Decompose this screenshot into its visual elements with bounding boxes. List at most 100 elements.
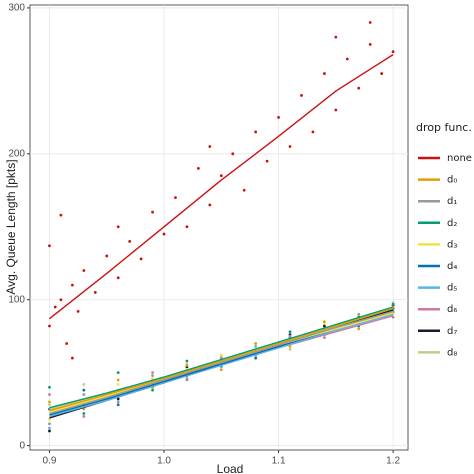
point — [322, 324, 326, 328]
x-tick-label: 1.0 — [157, 456, 171, 467]
y-tick-label: 0 — [19, 440, 25, 451]
point — [185, 378, 189, 382]
fit-line — [49, 306, 394, 409]
point — [139, 257, 143, 261]
point — [288, 145, 292, 148]
point — [380, 72, 384, 75]
point — [151, 371, 154, 375]
y-tick-label: 300 — [8, 3, 25, 14]
point — [116, 397, 120, 401]
point — [82, 415, 86, 418]
point — [242, 188, 246, 192]
point — [334, 35, 338, 39]
x-tick-label: 1.1 — [272, 456, 286, 467]
point — [254, 345, 258, 348]
legend-title: drop func. — [416, 121, 472, 134]
point — [48, 426, 51, 430]
point — [59, 298, 63, 302]
point — [116, 378, 120, 382]
point — [65, 342, 69, 345]
x-tick-label: 0.9 — [43, 456, 57, 467]
legend-label: none — [447, 153, 472, 164]
point — [357, 312, 361, 316]
point — [48, 403, 51, 407]
point — [128, 239, 132, 243]
point — [334, 108, 338, 112]
legend-label: d₃ — [447, 239, 457, 250]
legend-label: d₄ — [447, 261, 457, 272]
point — [116, 382, 120, 386]
point — [151, 377, 154, 380]
point — [116, 225, 120, 229]
point — [70, 283, 74, 287]
fit-line — [49, 313, 394, 418]
point — [288, 347, 292, 351]
point — [288, 330, 292, 334]
point — [59, 213, 63, 217]
legend-label: d₀ — [447, 175, 457, 186]
point — [116, 276, 120, 280]
point — [162, 232, 166, 236]
point — [82, 269, 86, 272]
point — [322, 336, 326, 340]
point — [185, 359, 189, 363]
point — [288, 334, 292, 338]
point — [345, 57, 349, 61]
point — [82, 412, 86, 415]
point — [48, 422, 51, 426]
point — [208, 203, 212, 207]
x-axis-label: Load — [217, 462, 244, 474]
y-tick-label: 200 — [8, 148, 25, 159]
point — [48, 393, 51, 396]
point — [368, 21, 372, 24]
fit-line — [49, 310, 394, 415]
point — [208, 145, 212, 148]
point — [288, 345, 292, 348]
point — [53, 305, 57, 309]
point — [116, 403, 120, 407]
point — [368, 42, 372, 46]
y-tick-label: 100 — [8, 294, 25, 305]
point — [300, 94, 303, 97]
point — [48, 385, 51, 389]
point — [277, 115, 280, 119]
point — [265, 159, 269, 163]
legend-label: d₁ — [447, 196, 457, 207]
point — [93, 291, 97, 294]
fit-line — [49, 54, 394, 320]
point — [48, 400, 51, 404]
point — [185, 363, 189, 367]
point — [48, 429, 51, 433]
point — [82, 393, 86, 396]
point — [231, 152, 235, 156]
legend-label: d₆ — [447, 304, 457, 315]
fit-line — [49, 307, 394, 412]
point — [254, 342, 258, 345]
point — [219, 353, 223, 357]
point — [254, 356, 258, 360]
point — [48, 417, 51, 421]
point — [357, 86, 361, 90]
point — [116, 371, 120, 375]
plot-panel — [29, 4, 409, 451]
point — [151, 210, 154, 214]
point — [322, 72, 326, 75]
point — [196, 167, 200, 170]
point — [151, 388, 154, 392]
point — [70, 356, 74, 360]
legend-label: d₇ — [447, 326, 457, 337]
point — [357, 327, 361, 331]
point — [82, 388, 86, 392]
point — [322, 320, 326, 324]
point — [82, 407, 86, 411]
point — [185, 225, 189, 229]
point — [219, 174, 223, 178]
point — [311, 130, 315, 134]
point — [219, 368, 223, 372]
point — [76, 309, 80, 313]
point — [48, 244, 51, 248]
x-tick-label: 1.2 — [386, 456, 400, 467]
point — [105, 254, 109, 258]
point — [391, 50, 395, 54]
legend-label: d₅ — [447, 283, 457, 294]
